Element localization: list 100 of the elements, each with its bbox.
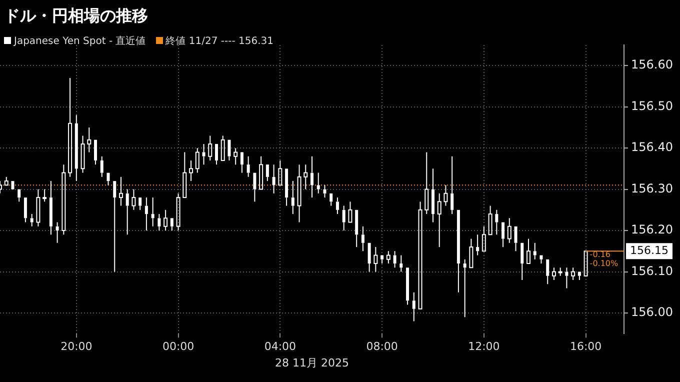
candlestick: [228, 140, 231, 161]
candlestick: [158, 214, 161, 232]
candlestick: [406, 268, 410, 306]
candlestick: [552, 267, 556, 281]
candlestick: [526, 238, 530, 264]
candlestick: [36, 188, 40, 227]
candlestick: [431, 168, 434, 223]
candlestick: [291, 180, 294, 215]
candlestick: [310, 156, 314, 198]
candlestick: [297, 164, 302, 223]
candlestick: [202, 143, 206, 166]
y-tick-label: 156.40: [631, 140, 674, 154]
candlestick: [374, 246, 378, 272]
candlestick: [113, 181, 116, 272]
candlestick: [24, 198, 27, 223]
candlestick: [126, 188, 129, 236]
candlestick: [214, 144, 218, 166]
candlestick: [546, 259, 550, 285]
candlestick: [285, 168, 288, 206]
candlestick: [189, 160, 194, 182]
candlestick: [558, 267, 562, 276]
candlestick: [240, 152, 244, 174]
candlestick: [49, 180, 52, 236]
y-tick-label: 156.10: [631, 264, 674, 278]
candlestick: [87, 126, 92, 153]
candlestick: [520, 242, 524, 281]
candlestick: [336, 197, 339, 215]
candlestick: [195, 148, 200, 174]
candlestick: [476, 234, 480, 256]
candlestick: [68, 77, 72, 178]
candlestick: [507, 218, 512, 244]
chart-title: ドル・円相場の推移: [4, 6, 148, 27]
candlestick: [18, 189, 21, 202]
candlestick: [144, 197, 148, 232]
candlestick: [361, 226, 364, 252]
candlestick: [488, 205, 492, 236]
candlestick: [259, 156, 264, 190]
candlestick: [74, 114, 78, 182]
candlestick: [393, 250, 396, 268]
candlestick: [246, 156, 250, 178]
candlestick: [253, 172, 256, 202]
candlestick: [56, 222, 59, 244]
candlestick: [323, 184, 326, 198]
candlestick: [482, 226, 486, 252]
annotation: 156.15: [630, 244, 669, 257]
candlestick: [495, 209, 498, 236]
candlestick: [456, 210, 460, 293]
candlestick: [424, 152, 429, 215]
x-tick-label: 00:00: [162, 340, 194, 354]
y-tick-label: 156.00: [631, 305, 674, 320]
candlestick: [62, 164, 66, 236]
candlestick: [380, 255, 384, 264]
candlestick: [368, 242, 371, 272]
x-axis-title: 28 11月 2025: [275, 356, 349, 370]
legend-label: Japanese Yen Spot - 直近値: [12, 34, 146, 48]
candlestick: [272, 164, 276, 194]
candlestick: [151, 197, 154, 227]
candlestick: [412, 292, 416, 322]
candlestick: [138, 198, 142, 210]
x-tick-label: 12:00: [468, 340, 500, 354]
candlestick: [444, 184, 448, 206]
candlestick: [400, 254, 403, 272]
candlestick: [170, 218, 174, 232]
candlestick: [514, 226, 518, 252]
candlestick: [533, 242, 536, 260]
candlestick: [164, 209, 168, 232]
candlestick: [30, 214, 34, 227]
x-tick-label: 16:00: [570, 340, 602, 354]
annotation: -0.10%: [590, 259, 619, 268]
candlestick: [220, 135, 225, 161]
candlestick: [182, 152, 187, 198]
y-tick-label: 156.30: [631, 181, 674, 196]
candlestick: [42, 188, 47, 202]
candlestick: [80, 135, 85, 174]
legend-label: 終値 11/27 ---- 156.31: [164, 35, 274, 48]
candlestick: [418, 201, 422, 310]
candlestick: [355, 210, 358, 248]
candlestick: [463, 258, 466, 318]
x-tick-label: 08:00: [366, 340, 398, 354]
candlestick: [348, 201, 352, 223]
x-tick-label: 20:00: [60, 340, 92, 354]
candlestick: [100, 156, 104, 178]
candlestick: [342, 205, 346, 232]
candlestick: [571, 267, 576, 281]
candlestick: [304, 164, 308, 190]
candlestick: [106, 172, 110, 186]
candlestick: [578, 272, 581, 281]
candlestick: [278, 160, 282, 186]
candlestick: [132, 188, 136, 210]
candlestick: [386, 250, 390, 264]
y-tick-label: 156.20: [631, 222, 674, 237]
candlestick: [234, 148, 238, 166]
y-tick-label: 156.50: [631, 98, 674, 113]
candlestick: [437, 192, 442, 248]
candlestick: [94, 140, 98, 166]
x-tick-label: 04:00: [264, 340, 296, 354]
candlestick: [450, 156, 454, 215]
candlestick: [208, 135, 212, 161]
candlestick: [502, 222, 505, 248]
candlestick: [565, 267, 568, 289]
